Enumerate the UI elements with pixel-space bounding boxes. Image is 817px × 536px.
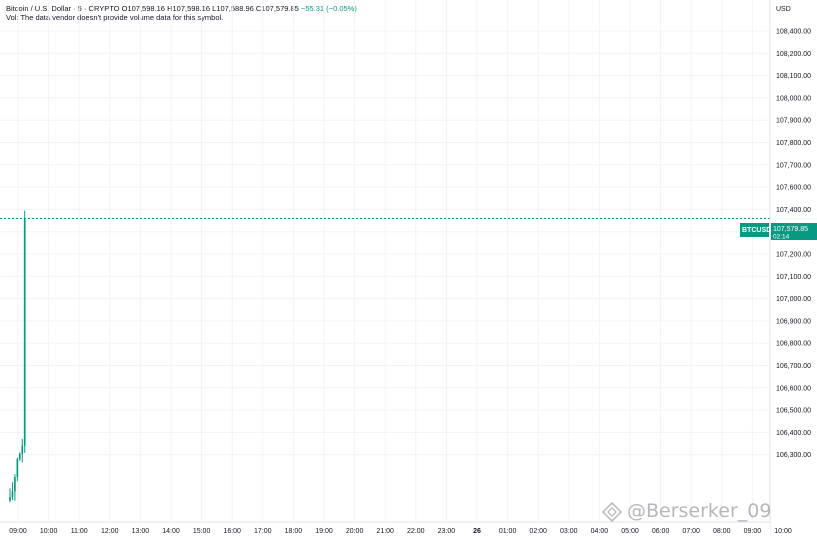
time-tick-label: 15:00 <box>193 528 211 535</box>
candle <box>11 482 14 500</box>
price-tick-label: 107,700.00 <box>776 162 811 169</box>
candle <box>16 457 19 482</box>
price-tick-label: 107,200.00 <box>776 252 811 259</box>
candle-body <box>23 218 26 446</box>
time-tick-label: 16:00 <box>223 528 241 535</box>
candle <box>14 474 16 501</box>
price-tick-label: 107,100.00 <box>776 274 811 281</box>
time-tick-label: 22:00 <box>407 528 425 535</box>
price-tick-label: 108,100.00 <box>776 73 811 80</box>
price-tick-label: 108,000.00 <box>776 95 811 102</box>
time-tick-label: 06:00 <box>652 528 670 535</box>
time-tick-label: 13:00 <box>132 528 150 535</box>
time-tick-label: 10:00 <box>40 528 58 535</box>
price-tick-label: 106,800.00 <box>776 341 811 348</box>
watermark-logo-icon <box>602 502 622 522</box>
time-tick-label: 11:00 <box>71 528 88 535</box>
price-tick-label: 106,600.00 <box>776 385 811 392</box>
candle <box>23 210 26 453</box>
time-axis-panel[interactable] <box>0 522 770 536</box>
chart-grid <box>0 0 784 522</box>
candle-body <box>9 497 11 501</box>
chart-symbol[interactable]: Bitcoin / U.S. Dollar · 5 · CRYPTO <box>6 4 120 13</box>
price-axis-panel[interactable] <box>770 0 817 536</box>
price-tick-label: 107,400.00 <box>776 207 811 214</box>
price-tick-label: 106,700.00 <box>776 363 811 370</box>
price-tick-label: 107,800.00 <box>776 140 811 147</box>
time-tick-label: 26 <box>473 528 481 535</box>
last-price-symbol: BTCUSD <box>742 227 771 234</box>
chart-header-line1: Bitcoin / U.S. Dollar · 5 · CRYPTO O107,… <box>6 4 357 13</box>
price-tick-label: 107,000.00 <box>776 296 811 303</box>
time-tick-label: 08:00 <box>713 528 731 535</box>
price-tick-label: 106,500.00 <box>776 408 811 415</box>
time-tick-label: 18:00 <box>285 528 303 535</box>
price-tick-label: 107,600.00 <box>776 185 811 192</box>
time-tick-label: 09:00 <box>744 528 762 535</box>
candle <box>21 438 24 463</box>
time-axis-labels: 09:00 10:00 11:00 12:00 13:00 14:00 15:00 16:00… <box>9 528 792 535</box>
last-price-countdown: 02:14 <box>773 234 790 241</box>
candle-body <box>18 453 21 460</box>
last-price-value: 107,579.85 <box>773 226 808 233</box>
time-tick-label: 23:00 <box>438 528 456 535</box>
candle-body <box>21 445 24 454</box>
price-tick-label: 108,400.00 <box>776 29 811 36</box>
time-tick-label: 10:00 <box>774 528 792 535</box>
price-tick-label: 106,400.00 <box>776 430 811 437</box>
candle-body <box>11 491 14 498</box>
time-tick-label: 19:00 <box>315 528 333 535</box>
price-axis-currency: USD <box>776 6 791 13</box>
price-tick-label: 106,900.00 <box>776 318 811 325</box>
time-tick-label: 02:00 <box>529 528 547 535</box>
candles-layer <box>9 210 26 503</box>
price-tick-label: 108,200.00 <box>776 51 811 58</box>
time-tick-label: 20:00 <box>346 528 364 535</box>
time-tick-label: 04:00 <box>591 528 609 535</box>
time-tick-label: 09:00 <box>9 528 27 535</box>
candle <box>9 488 11 503</box>
time-tick-label: 03:00 <box>560 528 578 535</box>
chart-ohlc: O107,598.16 H107,598.16 L107,588.96 C107… <box>121 4 299 13</box>
price-tick-label: 107,900.00 <box>776 118 811 125</box>
chart-change: −55.31 (−0.05%) <box>300 4 357 13</box>
watermark-text: @Berserker_09 <box>627 500 772 522</box>
last-price-tag: BTCUSD 107,579.85 02:14 <box>740 223 817 241</box>
time-tick-label: 07:00 <box>682 528 700 535</box>
time-tick-label: 05:00 <box>621 528 639 535</box>
time-tick-label: 17:00 <box>254 528 272 535</box>
time-tick-label: 21:00 <box>376 528 394 535</box>
candle-body <box>16 459 19 477</box>
candle <box>18 452 21 461</box>
chart-header-volume-note: Vol: The data vendor doesn't provide vol… <box>6 13 224 22</box>
time-tick-label: 12:00 <box>101 528 119 535</box>
time-tick-label: 01:00 <box>499 528 517 535</box>
candle-body <box>14 476 16 492</box>
time-tick-label: 14:00 <box>162 528 180 535</box>
price-tick-label: 106,300.00 <box>776 452 811 459</box>
